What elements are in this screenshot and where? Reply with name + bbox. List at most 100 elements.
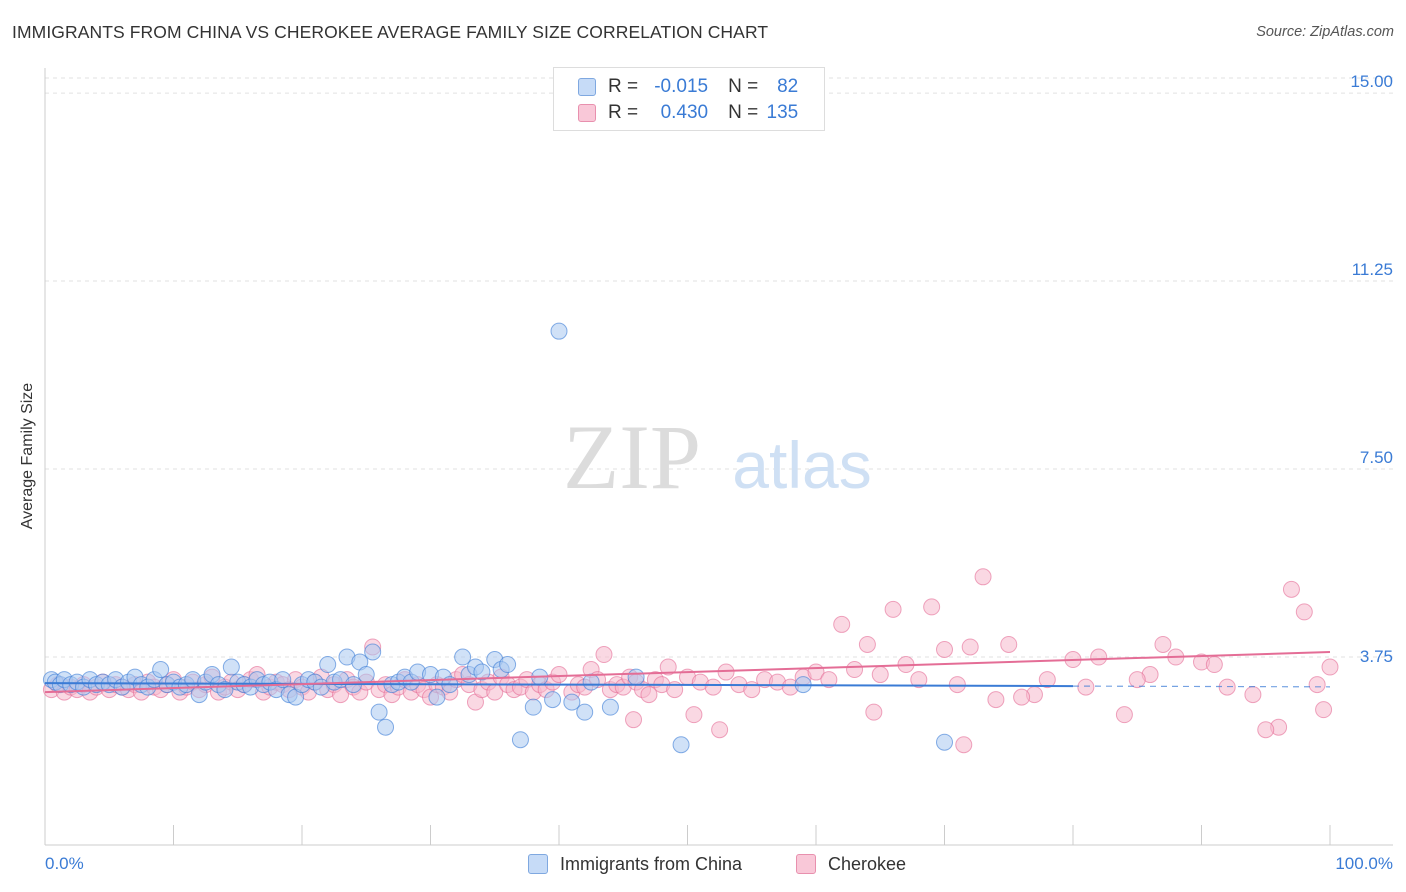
y-tick-label: 3.75: [1360, 647, 1393, 666]
cherokee-points: [42, 568, 1339, 754]
cherokee-point: [974, 568, 992, 586]
china-point: [370, 703, 388, 721]
x-tick-label-min: 0.0%: [45, 854, 84, 873]
cherokee-point: [659, 658, 677, 676]
cherokee-point: [1321, 658, 1339, 676]
chart-title: IMMIGRANTS FROM CHINA VS CHEROKEE AVERAG…: [12, 22, 769, 42]
china-point: [454, 648, 472, 666]
cherokee-point: [595, 646, 613, 664]
china-point: [364, 643, 382, 661]
tick-labels: 3.75 7.50 11.25 15.00 0.0% 100.0%: [45, 72, 1393, 873]
china-point: [377, 718, 395, 736]
cherokee-point: [923, 598, 941, 616]
cherokee-point: [1308, 676, 1326, 694]
china-trend-line: [44, 682, 1074, 688]
cherokee-point: [1295, 603, 1313, 621]
china-point: [627, 668, 645, 686]
correlation-legend: R = -0.015 N = 82 R = 0.430 N = 135: [553, 67, 825, 131]
cherokee-point: [1128, 671, 1146, 689]
china-point: [576, 703, 594, 721]
watermark-zip: ZIP: [563, 406, 701, 508]
cherokee-point: [820, 671, 838, 689]
legend-n-label: N =: [728, 76, 759, 97]
trend-lines: [44, 651, 1331, 694]
bottom-legend-label-china: Immigrants from China: [560, 853, 743, 874]
cherokee-point: [858, 635, 876, 653]
cherokee-point: [833, 615, 851, 633]
cherokee-point: [685, 706, 703, 724]
bottom-legend-swatch-china: [528, 854, 548, 874]
china-point: [544, 691, 562, 709]
cherokee-point: [1013, 688, 1031, 706]
cherokee-point: [884, 600, 902, 618]
cherokee-point: [717, 663, 735, 681]
china-point: [563, 693, 581, 711]
cherokee-point: [1090, 648, 1108, 666]
watermark: ZIP atlas: [563, 406, 872, 508]
china-point: [936, 733, 953, 751]
legend-n-value-cherokee: 135: [766, 102, 799, 123]
grid-lines: [45, 77, 1395, 658]
cherokee-point: [1244, 686, 1262, 704]
legend-n-label: N =: [728, 102, 759, 123]
cherokee-point: [704, 678, 722, 696]
china-point: [672, 736, 690, 754]
cherokee-trend-line: [44, 651, 1331, 694]
china-trend-extension: [1072, 685, 1331, 688]
china-point: [601, 698, 619, 716]
y-tick-label: 11.25: [1352, 260, 1393, 279]
china-point: [473, 663, 491, 681]
cherokee-point: [1205, 656, 1223, 674]
legend-r-value-china: -0.015: [654, 76, 709, 97]
cherokee-point: [711, 721, 729, 739]
bottom-legend-cherokee[interactable]: Cherokee: [796, 852, 906, 876]
cherokee-point: [1000, 635, 1018, 653]
legend-swatch-china: [578, 78, 596, 96]
china-point: [428, 688, 446, 706]
bottom-legend-swatch-cherokee: [796, 854, 816, 874]
cherokee-point: [948, 676, 966, 694]
china-point: [222, 658, 240, 676]
legend-r-label: R =: [608, 76, 639, 97]
cherokee-point: [987, 691, 1005, 709]
china-point: [582, 673, 600, 691]
cherokee-point: [936, 640, 953, 658]
y-tick-label: 7.50: [1360, 448, 1393, 467]
cherokee-point: [1282, 580, 1300, 598]
china-point: [319, 656, 337, 674]
cherokee-point: [1315, 701, 1333, 719]
cherokee-point: [961, 638, 979, 656]
cherokee-point: [1115, 706, 1133, 724]
china-point: [152, 661, 170, 679]
y-tick-label: 15.00: [1350, 72, 1393, 91]
china-point: [357, 666, 375, 684]
china-point: [499, 656, 517, 674]
axes: [44, 68, 1393, 846]
cherokee-point: [1154, 635, 1172, 653]
legend-row-cherokee: R = 0.430 N = 135: [578, 100, 798, 126]
cherokee-point: [1077, 678, 1095, 696]
legend-swatch-cherokee: [578, 104, 596, 122]
bottom-legend-china[interactable]: Immigrants from China: [528, 852, 742, 876]
bottom-legend-label-cherokee: Cherokee: [828, 853, 907, 874]
cherokee-point: [955, 736, 973, 754]
cherokee-point: [910, 671, 928, 689]
watermark-atlas: atlas: [732, 428, 871, 502]
cherokee-point: [1038, 671, 1056, 689]
cherokee-point: [865, 703, 883, 721]
china-point: [511, 731, 529, 749]
cherokee-point: [625, 711, 643, 729]
china-point: [550, 322, 568, 340]
cherokee-point: [640, 686, 658, 704]
china-point: [524, 698, 542, 716]
cherokee-point: [550, 666, 568, 684]
chart-source: Source: ZipAtlas.com: [1256, 24, 1394, 40]
legend-r-value-cherokee: 0.430: [660, 102, 709, 123]
cherokee-point: [846, 661, 864, 679]
legend-row-china: R = -0.015 N = 82: [578, 74, 798, 100]
legend-n-value-china: 82: [777, 76, 799, 97]
cherokee-point: [871, 666, 889, 684]
cherokee-point: [1257, 721, 1275, 739]
x-tick-label-max: 100.0%: [1335, 854, 1393, 873]
